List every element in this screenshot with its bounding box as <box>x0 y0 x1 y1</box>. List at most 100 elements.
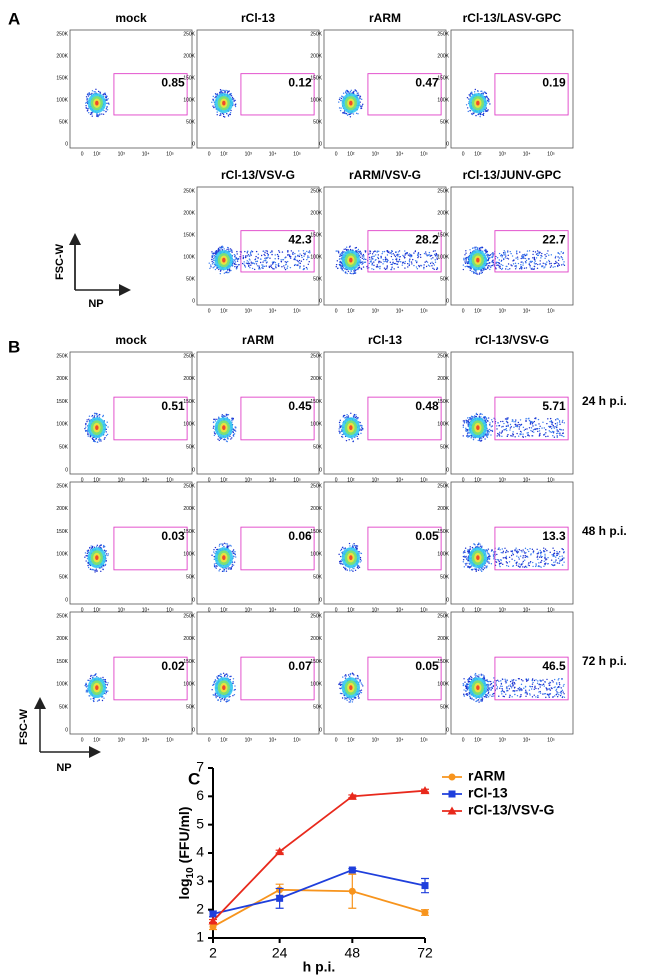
dot <box>474 568 476 570</box>
dot <box>532 257 534 259</box>
dot <box>386 250 388 252</box>
gate <box>240 526 315 571</box>
y-tick-label: 150K <box>183 75 195 81</box>
dot <box>226 91 229 94</box>
dot <box>358 266 361 269</box>
dot <box>515 550 518 553</box>
dot <box>87 95 90 97</box>
dot <box>355 90 358 93</box>
dot <box>544 557 546 560</box>
dot <box>524 428 527 431</box>
dot <box>90 545 92 547</box>
dot <box>525 420 527 423</box>
dot <box>491 425 494 427</box>
dot <box>216 418 218 421</box>
dot <box>560 256 562 258</box>
dot <box>530 420 532 423</box>
dot <box>223 545 225 548</box>
dot <box>484 419 486 421</box>
dot <box>487 255 489 258</box>
dot <box>408 260 411 262</box>
dot <box>481 413 483 416</box>
dot <box>397 255 399 257</box>
dot <box>400 261 402 263</box>
dot <box>222 543 224 545</box>
dot <box>219 91 221 94</box>
dot <box>232 428 235 430</box>
y-tick-label: 250K <box>56 31 68 37</box>
dot <box>305 266 308 269</box>
x-tick-label: 10⁴ <box>269 477 277 483</box>
dot <box>416 254 419 257</box>
dot <box>338 255 341 257</box>
dot <box>489 265 491 267</box>
dot <box>91 113 93 115</box>
dot <box>218 674 221 677</box>
dot <box>264 254 266 257</box>
dot <box>353 270 355 272</box>
dot <box>489 268 491 271</box>
dot <box>472 437 475 439</box>
dot <box>223 542 226 544</box>
dot <box>470 113 473 115</box>
dot <box>97 113 99 116</box>
dot <box>384 256 387 258</box>
x-tick-label: 10⁴ <box>142 607 150 613</box>
dot <box>228 545 230 547</box>
dot <box>249 253 252 255</box>
dot <box>552 564 554 566</box>
dot <box>482 566 484 568</box>
dot <box>425 265 428 268</box>
dot <box>267 253 269 256</box>
dot <box>531 260 534 263</box>
y-tick-label: 250K <box>310 31 322 37</box>
dot <box>357 268 359 271</box>
dot <box>538 423 540 425</box>
dot <box>92 675 94 677</box>
density <box>476 555 480 561</box>
dot <box>420 256 422 259</box>
dot <box>533 262 536 264</box>
dot <box>473 91 476 93</box>
density <box>349 100 353 106</box>
y-tick-label: 200K <box>183 506 195 512</box>
dot <box>498 435 501 437</box>
dot <box>488 557 491 559</box>
y-tick-label: 150K <box>183 529 195 535</box>
dot <box>285 264 287 266</box>
dot <box>232 552 234 554</box>
dot <box>488 431 491 433</box>
dot <box>267 254 269 257</box>
dot <box>95 568 98 570</box>
x-tick-label: 10⁴ <box>396 737 404 743</box>
dot <box>353 543 355 545</box>
x-tick-label: 0 <box>462 477 465 483</box>
dot <box>510 554 513 557</box>
dot <box>478 701 480 703</box>
dot <box>497 422 499 424</box>
dot <box>352 570 354 572</box>
x-tick-label: 10⁴ <box>269 607 277 613</box>
dot <box>467 552 470 554</box>
dot <box>507 263 510 265</box>
dot <box>363 256 365 258</box>
dot <box>223 116 226 118</box>
dot <box>521 256 523 258</box>
dot <box>341 433 344 436</box>
dot <box>222 415 224 417</box>
x-tick-label: 10³ <box>372 607 380 613</box>
x-tick-label: 0 <box>335 737 338 743</box>
dot <box>544 556 546 559</box>
dot <box>535 417 537 419</box>
y-tick-label: 250K <box>183 188 195 194</box>
dot <box>338 101 340 103</box>
dot <box>357 695 360 697</box>
dot <box>522 557 524 559</box>
x-tick-label: 10⁵ <box>293 607 301 613</box>
dot <box>521 551 523 553</box>
axis-label: NP <box>56 762 71 774</box>
dot <box>484 248 487 251</box>
dot <box>87 430 89 433</box>
dot <box>496 428 498 430</box>
